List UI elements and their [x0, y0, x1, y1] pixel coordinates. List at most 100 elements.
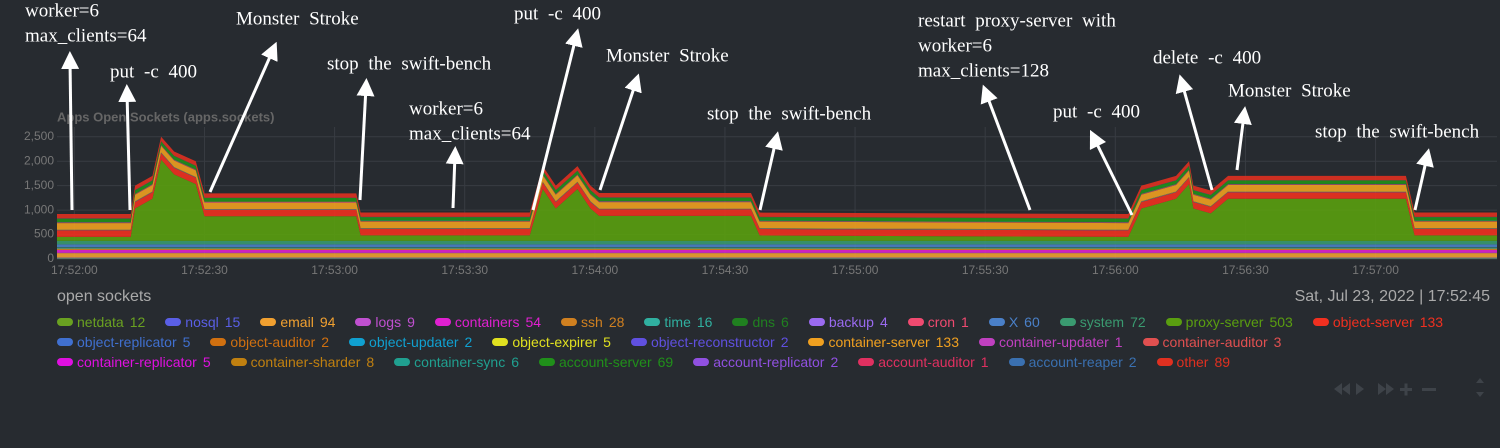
legend-value: 1: [961, 314, 969, 330]
arrow: [208, 41, 278, 193]
arrow: [61, 51, 80, 211]
legend-item[interactable]: object-replicator 5: [57, 334, 190, 350]
legend-label: container-server: [828, 334, 930, 350]
legend-item[interactable]: system 72: [1059, 314, 1146, 330]
legend-item[interactable]: container-sync 6: [394, 354, 519, 370]
plot-area: [57, 127, 1497, 260]
legend-swatch: [1156, 358, 1173, 366]
legend-item[interactable]: object-expirer 5: [492, 334, 611, 350]
legend-swatch: [808, 338, 825, 346]
arrow: [598, 73, 642, 191]
area: [57, 250, 1497, 253]
pan-right[interactable]: [1378, 383, 1394, 395]
legend-swatch: [858, 358, 875, 366]
legend-label: dns: [752, 314, 776, 330]
area: [57, 136, 1497, 219]
legend-value: 1: [1114, 334, 1123, 350]
legend-swatch: [394, 358, 411, 366]
area: [57, 248, 1497, 251]
annotation: Monster Stroke: [236, 8, 359, 29]
legend-item[interactable]: container-server 133: [808, 334, 959, 350]
legend-swatch: [630, 338, 647, 346]
legend-label: container-sync: [414, 354, 506, 370]
pan-left[interactable]: [1334, 383, 1350, 395]
legend-value: 16: [696, 314, 713, 330]
x-tick-label: 17:53:00: [311, 263, 358, 277]
legend-item[interactable]: netdata 12: [57, 314, 145, 330]
reset[interactable]: [1356, 383, 1364, 395]
area: [57, 159, 1497, 241]
legend-label: container-auditor: [1162, 334, 1268, 350]
legend-item[interactable]: object-server 133: [1312, 314, 1443, 330]
legend-item[interactable]: account-replicator 2: [693, 354, 838, 370]
legend-label: logs: [375, 314, 402, 330]
zoom-in[interactable]: [1400, 383, 1412, 396]
legend-value: 5: [182, 334, 191, 350]
legend-item[interactable]: proxy-server 503: [1165, 314, 1293, 330]
legend-item[interactable]: container-sharder 8: [230, 354, 374, 370]
chart-title: Apps Open Sockets (apps.sockets): [57, 109, 274, 124]
legend-swatch: [988, 318, 1005, 326]
area: [57, 247, 1497, 249]
resize[interactable]: [1476, 378, 1484, 397]
legend-label: account-auditor: [878, 354, 975, 370]
annotation: max_clients=128: [918, 60, 1049, 81]
legend-swatch: [165, 318, 182, 326]
annotation: worker=6: [918, 35, 992, 56]
legend-item[interactable]: object-auditor 2: [210, 334, 329, 350]
legend-swatch: [1008, 358, 1025, 366]
legend-item[interactable]: object-updater 2: [349, 334, 472, 350]
legend-value: 5: [202, 354, 211, 370]
arrow: [445, 146, 464, 209]
legend-swatch: [260, 318, 277, 326]
annotation: Monster Stroke: [1228, 80, 1351, 101]
legend-item[interactable]: email 94: [260, 314, 335, 330]
legend-item[interactable]: backup 4: [808, 314, 888, 330]
legend-value: 2: [780, 334, 789, 350]
legend-value: 89: [1214, 354, 1231, 370]
legend-item[interactable]: container-replicator 5: [57, 354, 211, 370]
legend-swatch: [1312, 318, 1329, 326]
annotation: restart proxy-server with: [918, 10, 1116, 31]
legend-item[interactable]: time 16: [644, 314, 712, 330]
legend-label: object-server: [1332, 314, 1414, 330]
legend-item[interactable]: ssh 28: [561, 314, 624, 330]
legend-swatch: [693, 358, 710, 366]
legend-swatch: [349, 338, 366, 346]
y-tick-label: 1,500: [24, 178, 54, 192]
legend-label: proxy-server: [1185, 314, 1264, 330]
area: [57, 145, 1497, 230]
legend-item[interactable]: object-reconstructor 2: [630, 334, 789, 350]
legend-value: 72: [1130, 314, 1146, 330]
legend-value: 94: [319, 314, 336, 330]
legend-item[interactable]: account-server 69: [539, 354, 673, 370]
annotation: worker=6: [25, 0, 99, 21]
arrow: [1089, 129, 1134, 216]
area: [57, 153, 1497, 237]
legend-item[interactable]: container-updater 1: [979, 334, 1123, 350]
legend-item[interactable]: account-reaper 2: [1008, 354, 1137, 370]
legend-item[interactable]: account-auditor 1: [858, 354, 989, 370]
legend-item[interactable]: cron 1: [907, 314, 969, 330]
legend-item[interactable]: container-auditor 3: [1142, 334, 1281, 350]
legend-item[interactable]: dns 6: [732, 314, 789, 330]
annotation: put -c 400: [1053, 101, 1140, 122]
legend-item[interactable]: X 60: [988, 314, 1040, 330]
legend-swatch: [732, 318, 749, 326]
annotation: put -c 400: [110, 61, 197, 82]
legend-item[interactable]: nosql 15: [165, 314, 240, 330]
arrow: [1233, 106, 1252, 171]
zoom-out[interactable]: [1422, 388, 1436, 391]
legend-label: object-expirer: [512, 334, 598, 350]
legend-item[interactable]: containers 54: [434, 314, 541, 330]
timestamp: Sat, Jul 23, 2022 | 17:52:45: [1295, 288, 1491, 305]
legend-label: other: [1176, 354, 1209, 370]
legend-item[interactable]: logs 9: [355, 314, 415, 330]
x-tick-label: 17:55:30: [962, 263, 1009, 277]
legend-value: 6: [781, 314, 789, 330]
area: [57, 240, 1497, 245]
legend-item[interactable]: other 89: [1156, 354, 1231, 370]
y-tick-label: 1,000: [24, 202, 54, 216]
legend-swatch: [434, 318, 451, 326]
